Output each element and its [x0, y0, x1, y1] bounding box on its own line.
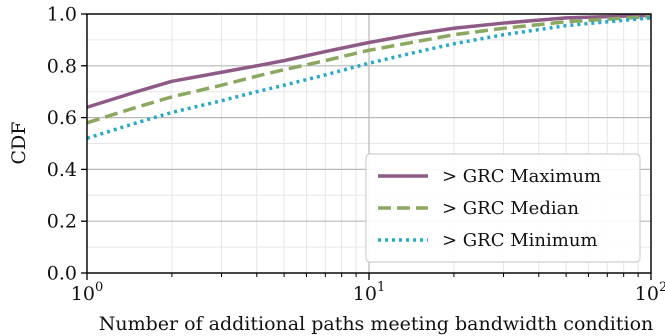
y-tick-label: 0.4	[47, 159, 77, 181]
legend: > GRC Maximum > GRC Median > GRC Minimum	[365, 153, 641, 263]
x-tick-label: 101	[353, 280, 385, 305]
legend-label-3: > GRC Minimum	[442, 230, 598, 251]
series-line-1	[86, 13, 652, 109]
y-tick-label: 0.6	[47, 107, 77, 129]
y-tick-label: 0.2	[47, 211, 77, 233]
y-tick-label: 0.0	[47, 263, 77, 285]
legend-box	[365, 153, 641, 263]
legend-label-1: > GRC Maximum	[442, 166, 601, 187]
x-tick-label: 100	[71, 280, 103, 305]
axes	[81, 13, 652, 280]
y-tick-label: 1.0	[47, 4, 77, 26]
series-lines	[86, 13, 652, 140]
tick-labels: 0.0 0.2 0.4 0.6 0.8 1.0 100 101 102	[47, 4, 665, 306]
series-line-2	[86, 14, 652, 125]
legend-label-2: > GRC Median	[442, 198, 579, 219]
y-axis-label: CDF	[8, 122, 30, 165]
y-tick-label: 0.8	[47, 55, 77, 77]
x-tick-label: 102	[635, 280, 665, 305]
x-axis-label: Number of additional paths meeting bandw…	[99, 313, 654, 335]
